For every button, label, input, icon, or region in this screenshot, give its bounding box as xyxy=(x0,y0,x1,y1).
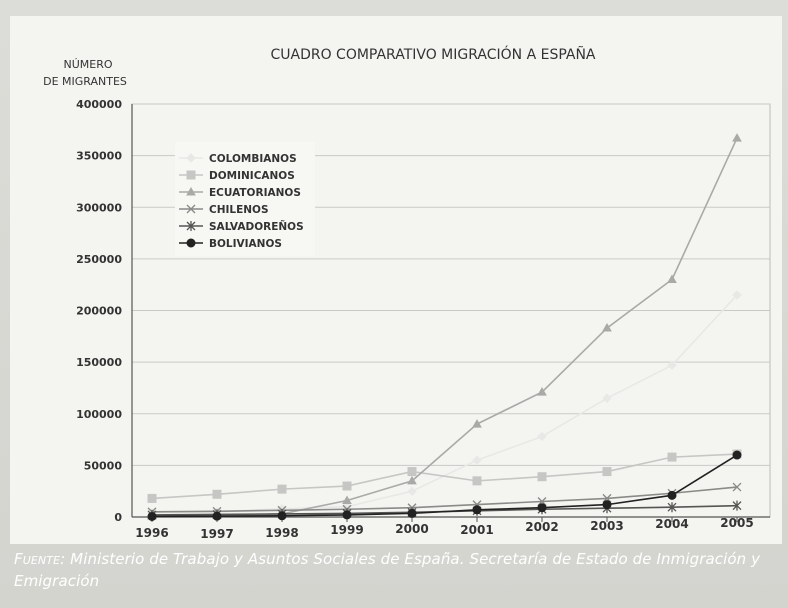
y-tick-label: 0 xyxy=(114,511,122,524)
source-caption: Fuente: Ministerio de Trabajo y Asuntos … xyxy=(14,548,778,592)
source-label: Fuente: xyxy=(14,550,66,568)
data-point-dominicanos xyxy=(277,484,287,494)
data-point-bolivianos xyxy=(407,508,417,518)
data-point-ecuatorianos xyxy=(407,475,417,485)
chart: 400000 350000 300000 250000 200000 150000 1000… xyxy=(43,45,771,541)
data-point-colombianos xyxy=(407,486,417,496)
legend-marker-chilenos xyxy=(186,204,196,214)
data-point-dominicanos xyxy=(667,452,677,462)
chart-title: CUADRO COMPARATIVO MIGRACIÓN A ESPAÑA xyxy=(270,45,595,63)
series-lines xyxy=(147,133,742,521)
axes: 400000 350000 300000 250000 200000 150000 1000… xyxy=(76,98,770,541)
data-point-bolivianos xyxy=(537,503,547,513)
data-point-colombianos xyxy=(602,393,612,403)
legend-marker-colombianos xyxy=(186,153,196,163)
data-point-dominicanos xyxy=(407,467,417,477)
data-point-dominicanos xyxy=(537,472,547,482)
data-point-colombianos xyxy=(732,290,742,300)
x-tick-label: 1998 xyxy=(265,526,298,540)
y-axis-label-line-1: NÚMERO xyxy=(63,58,112,71)
x-tick-label: 1996 xyxy=(135,526,168,540)
data-point-bolivianos xyxy=(342,510,352,520)
data-point-ecuatorianos xyxy=(602,323,612,332)
x-tick-label: 1999 xyxy=(330,523,363,537)
legend-box xyxy=(175,142,315,256)
legend-label-salvadorenos: SALVADOREÑOS xyxy=(209,220,304,233)
y-tick-label: 350000 xyxy=(76,150,122,163)
data-point-colombianos xyxy=(472,455,482,465)
x-tick-label: 1997 xyxy=(200,527,233,541)
data-point-bolivianos xyxy=(147,511,157,521)
data-point-ecuatorianos xyxy=(537,387,547,396)
series-line-colombianos xyxy=(151,294,738,514)
legend-label-dominicanos: DOMINICANOS xyxy=(209,170,295,182)
x-tick-label: 2000 xyxy=(395,522,428,536)
series-line-chilenos xyxy=(151,486,738,513)
x-tick-label: 2005 xyxy=(720,516,753,530)
x-tick-label: 2003 xyxy=(590,519,623,533)
legend-label-chilenos: CHILENOS xyxy=(209,204,269,216)
series-line-bolivianos xyxy=(151,454,738,518)
data-point-bolivianos xyxy=(667,490,677,500)
legend-marker-salvadorenos xyxy=(186,221,196,231)
data-point-colombianos xyxy=(537,431,547,442)
data-point-bolivianos xyxy=(472,505,482,515)
legend-label-colombianos: COLOMBIANOS xyxy=(209,153,297,165)
data-point-dominicanos xyxy=(342,481,352,491)
data-point-dominicanos xyxy=(212,489,222,499)
x-tick-label: 2001 xyxy=(460,523,493,537)
data-point-chilenos xyxy=(732,482,742,492)
x-tick-label: 2004 xyxy=(655,517,688,531)
y-tick-label: 200000 xyxy=(76,305,122,318)
data-point-ecuatorianos xyxy=(472,419,482,428)
data-point-bolivianos xyxy=(212,511,222,521)
data-point-colombianos xyxy=(667,360,677,370)
y-tick-label: 50000 xyxy=(84,459,123,472)
data-point-bolivianos xyxy=(732,450,742,460)
y-tick-label: 250000 xyxy=(76,253,122,266)
data-point-bolivianos xyxy=(602,500,612,510)
y-tick-label: 400000 xyxy=(76,98,122,111)
legend-marker-bolivianos xyxy=(186,238,196,248)
data-point-bolivianos xyxy=(277,511,287,521)
data-point-dominicanos xyxy=(147,493,157,503)
legend-marker-ecuatorianos xyxy=(186,186,196,196)
x-tick-label: 2002 xyxy=(525,520,558,534)
data-point-dominicanos xyxy=(472,476,482,486)
y-axis-label-line-2: DE MIGRANTES xyxy=(43,75,127,88)
legend-marker-dominicanos xyxy=(186,170,196,180)
y-tick-label: 100000 xyxy=(76,408,122,421)
data-point-salvadorenos xyxy=(667,502,677,513)
data-point-salvadorenos xyxy=(732,500,742,511)
legend: COLOMBIANOS DOMINICANOS ECUATORIANOS CHILEN… xyxy=(175,142,315,256)
data-point-ecuatorianos xyxy=(732,133,742,142)
source-text: Ministerio de Trabajo y Asuntos Sociales… xyxy=(14,550,761,590)
data-point-ecuatorianos xyxy=(667,274,677,284)
y-tick-label: 300000 xyxy=(76,201,122,214)
data-point-ecuatorianos xyxy=(342,495,352,504)
legend-label-ecuatorianos: ECUATORIANOS xyxy=(209,187,301,199)
legend-label-bolivianos: BOLIVIANOS xyxy=(209,238,282,250)
y-tick-label: 150000 xyxy=(76,356,122,369)
series-line-dominicanos xyxy=(151,453,738,500)
data-point-dominicanos xyxy=(602,467,612,477)
